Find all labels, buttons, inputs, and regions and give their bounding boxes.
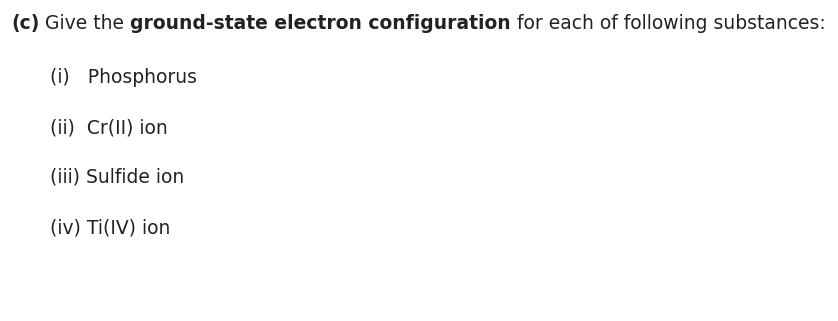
Text: (i)   Phosphorus: (i) Phosphorus xyxy=(50,68,197,87)
Text: Give the: Give the xyxy=(39,14,131,33)
Text: (iii) Sulfide ion: (iii) Sulfide ion xyxy=(50,168,184,187)
Text: ground-state electron configuration: ground-state electron configuration xyxy=(131,14,511,33)
Text: (c): (c) xyxy=(11,14,39,33)
Text: for each of following substances:: for each of following substances: xyxy=(511,14,825,33)
Text: (iv) Ti(IV) ion: (iv) Ti(IV) ion xyxy=(50,218,170,237)
Text: (ii)  Cr(II) ion: (ii) Cr(II) ion xyxy=(50,118,168,137)
